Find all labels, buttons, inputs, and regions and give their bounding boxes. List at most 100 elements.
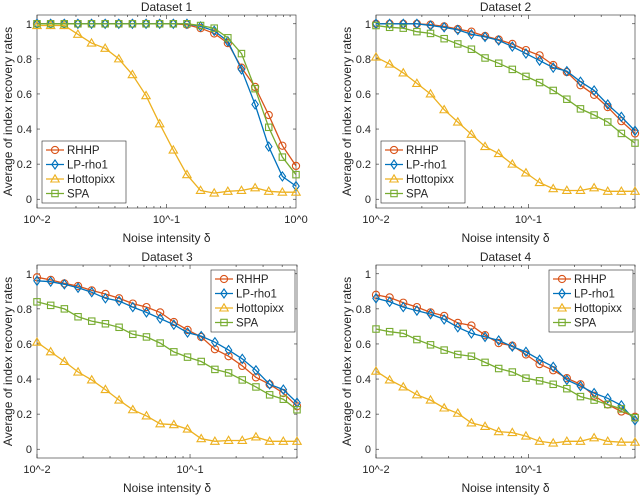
data-point-circle (494, 338, 503, 348)
data-point-square (278, 153, 287, 161)
data-point-diamond (169, 18, 178, 30)
data-point-triangle (520, 430, 532, 440)
legend-entry: Hottopixx (385, 173, 454, 186)
legend-entry: RHHP (553, 274, 607, 286)
series-spa (372, 325, 639, 422)
data-point-diamond (252, 364, 260, 376)
data-point-square (494, 59, 503, 67)
data-point-square (590, 111, 598, 119)
data-point-square (617, 405, 626, 413)
legend-marker-circle (389, 145, 399, 155)
x-axis-label: Noise intensity δ (461, 231, 549, 245)
data-point-diamond (87, 286, 96, 298)
data-point-diamond (372, 292, 380, 304)
chart-title: Dataset 4 (480, 250, 532, 264)
data-point-square (87, 317, 96, 325)
data-point-square (224, 34, 232, 42)
data-point-square (563, 384, 571, 393)
data-point-triangle (31, 336, 43, 346)
legend-entry: SPA (385, 189, 428, 201)
legend-label: RHHP (574, 274, 607, 286)
data-point-diamond (183, 327, 192, 338)
data-point-square (33, 20, 41, 28)
data-point-diamond (617, 111, 626, 123)
data-point-triangle (263, 186, 274, 195)
y-tick-label: 0.6 (17, 89, 32, 101)
y-axis-label: Average of index recovery rates (340, 277, 354, 446)
data-point-diamond (142, 18, 150, 30)
legend-entry: Hottopixx (553, 302, 622, 315)
series-line (375, 328, 636, 419)
data-point-diamond (74, 18, 82, 30)
data-point-square (467, 352, 476, 360)
data-point-square (292, 170, 300, 179)
legend-marker-square (51, 189, 59, 198)
data-point-triangle (45, 346, 56, 356)
data-point-square (101, 20, 109, 28)
y-tick-label: 0.4 (356, 124, 371, 136)
data-point-diamond (74, 282, 82, 294)
data-point-square (440, 34, 448, 43)
data-point-diamond (265, 378, 274, 390)
data-point-triangle (72, 29, 84, 38)
data-point-triangle (154, 118, 165, 128)
data-point-triangle (237, 435, 248, 445)
data-point-circle (224, 352, 233, 361)
data-point-diamond (603, 99, 612, 110)
data-point-triangle (493, 148, 504, 158)
data-point-circle (508, 39, 517, 49)
x-tick-label: 10^-1 (153, 214, 180, 226)
data-point-square (563, 95, 571, 103)
legend: RHHP LP-rho1 Hottopixx SPA (380, 140, 466, 204)
data-point-diamond (101, 292, 110, 304)
data-point-square (46, 20, 55, 28)
data-point-diamond (535, 354, 544, 366)
legend-label: SPA (574, 318, 596, 330)
data-point-diamond (440, 21, 449, 33)
data-point-square (128, 20, 137, 28)
data-point-diamond (183, 18, 191, 30)
y-tick-label: 0.2 (17, 159, 32, 171)
legend-marker-circle (557, 274, 567, 284)
data-point-diamond (494, 34, 503, 46)
data-point-square (603, 118, 612, 126)
data-point-diamond (385, 18, 394, 30)
data-point-square (508, 65, 517, 74)
data-point-triangle (411, 78, 423, 87)
y-tick-label: 0.2 (17, 409, 32, 421)
legend-entry: LP-rho1 (553, 288, 615, 301)
data-point-square (142, 20, 150, 28)
data-point-diamond (292, 180, 300, 192)
data-point-square (279, 395, 288, 403)
data-point-diamond (87, 18, 96, 30)
legend-entry: SPA (553, 318, 596, 330)
y-tick-label: 0 (26, 444, 32, 456)
data-point-triangle (602, 436, 613, 445)
legend-marker-triangle (49, 173, 61, 183)
data-point-triangle (195, 185, 206, 195)
data-point-triangle (168, 144, 179, 154)
legend-entry: RHHP (46, 145, 100, 157)
series-hottopixx (31, 20, 302, 197)
subplot-3: 0 0.2 0.4 0.6 0.8 1 10^-2 10^-1 Dataset 3 Noise i… (1, 250, 303, 495)
legend-label: Hottopixx (406, 174, 454, 186)
data-point-triangle (249, 182, 261, 192)
subplot-1: 0 0.2 0.4 0.6 0.8 1 10^-2 10^-1 10^0 Dataset 1 Noi… (1, 0, 308, 245)
data-point-diamond (617, 399, 626, 411)
data-point-square (101, 320, 110, 328)
data-point-square (617, 129, 626, 138)
data-point-triangle (534, 177, 545, 187)
data-point-triangle (411, 389, 423, 399)
data-point-triangle (140, 90, 152, 100)
legend-label: Hottopixx (574, 303, 622, 315)
data-point-diamond (481, 31, 489, 43)
data-point-triangle (113, 53, 124, 63)
data-point-square (115, 323, 123, 332)
y-tick-label: 0.4 (17, 374, 32, 386)
data-point-diamond (522, 346, 530, 358)
legend-entry: RHHP (385, 145, 439, 157)
data-point-square (385, 327, 394, 336)
legend-entry: Hottopixx (46, 173, 115, 186)
data-point-square (576, 105, 585, 113)
legend: RHHP LP-rho1 Hottopixx SPA (548, 269, 634, 333)
